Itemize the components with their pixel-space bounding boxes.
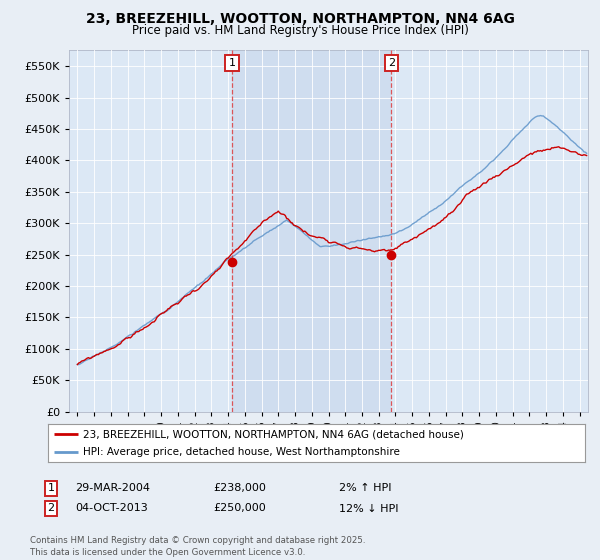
Bar	[232, 50, 391, 412]
Text: 04-OCT-2013: 04-OCT-2013	[75, 503, 148, 514]
Text: Price paid vs. HM Land Registry's House Price Index (HPI): Price paid vs. HM Land Registry's House …	[131, 24, 469, 36]
Text: 2: 2	[388, 58, 395, 68]
Text: £250,000: £250,000	[213, 503, 266, 514]
Text: 1: 1	[229, 58, 235, 68]
Text: £238,000: £238,000	[213, 483, 266, 493]
Text: Contains HM Land Registry data © Crown copyright and database right 2025.
This d: Contains HM Land Registry data © Crown c…	[30, 536, 365, 557]
Text: 2: 2	[47, 503, 55, 514]
Text: HPI: Average price, detached house, West Northamptonshire: HPI: Average price, detached house, West…	[83, 447, 400, 457]
Text: 29-MAR-2004: 29-MAR-2004	[75, 483, 150, 493]
Text: 12% ↓ HPI: 12% ↓ HPI	[339, 503, 398, 514]
Text: 1: 1	[47, 483, 55, 493]
Text: 2% ↑ HPI: 2% ↑ HPI	[339, 483, 391, 493]
Text: 23, BREEZEHILL, WOOTTON, NORTHAMPTON, NN4 6AG: 23, BREEZEHILL, WOOTTON, NORTHAMPTON, NN…	[86, 12, 514, 26]
Text: 23, BREEZEHILL, WOOTTON, NORTHAMPTON, NN4 6AG (detached house): 23, BREEZEHILL, WOOTTON, NORTHAMPTON, NN…	[83, 429, 464, 439]
